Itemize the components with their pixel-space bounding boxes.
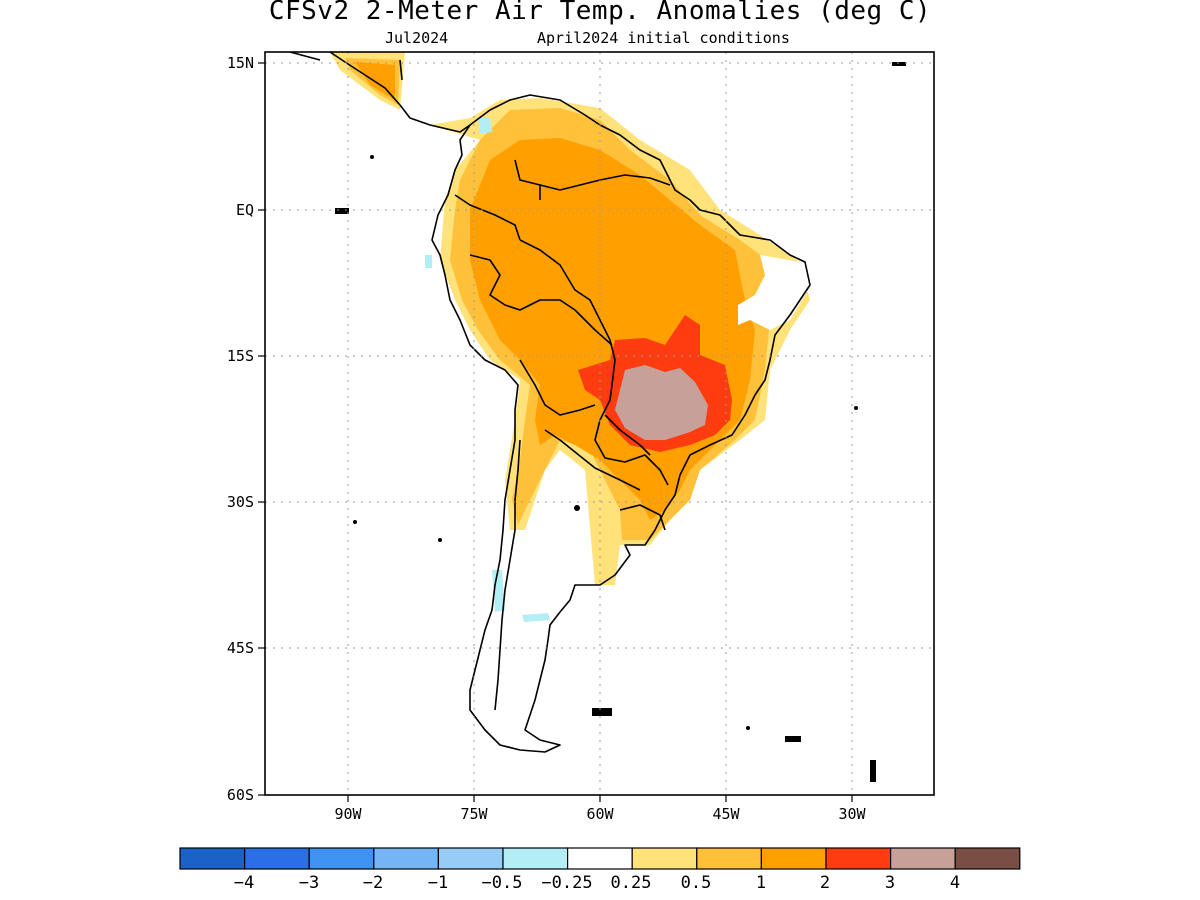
lat-tick-label: 60S [227,786,254,804]
coastlines [289,52,811,753]
colorbar-label: −1 [428,873,448,893]
colorbar-label: 3 [885,873,895,893]
colorbar-swatch [889,847,956,870]
colorbar-swatch [437,847,504,870]
lon-tick-label: 45W [712,805,740,823]
colorbar [179,847,1021,870]
colorbar-labels: −4 −3 −2 −1 −0.5 −0.25 0.25 0.5 1 2 3 4 [234,873,960,893]
colorbar-label: 0.5 [681,873,712,893]
anomaly-near-zero-ne [738,255,808,330]
lon-tick-label: 60W [586,805,614,823]
longitude-axis: 90W 75W 60W 45W 30W [334,795,867,823]
colorbar-label: −0.5 [482,873,523,893]
colorbar-swatch [760,847,827,870]
lat-tick-label: 45S [227,639,254,657]
bolivia-border [519,299,613,416]
lon-tick-label: 90W [334,805,362,823]
colorbar-label: 1 [756,873,766,893]
anomaly-neg-1 [478,118,492,134]
colorbar-swatch [566,847,633,870]
lat-tick-label: 30S [227,493,254,511]
colorbar-label: −0.25 [541,873,592,893]
brazil-border [519,174,671,486]
latitude-axis: 15N EQ 15S 30S 45S 60S [227,54,265,804]
islands [335,62,906,782]
lat-tick-label: EQ [236,201,254,219]
colorbar-swatch [696,847,762,870]
map-panel [264,51,935,796]
colorbar-swatch [502,847,569,870]
anomaly-neg-4 [425,255,432,268]
colorbar-label: 2 [820,873,830,893]
anomaly-neg-3 [522,613,550,622]
colorbar-label: −3 [299,873,319,893]
lon-tick-label: 30W [838,805,866,823]
colorbar-swatch [244,847,310,870]
colorbar-label: −4 [234,873,254,893]
central-america-coast [289,52,471,133]
colorbar-swatch [373,847,439,870]
anomaly-3-4 [615,365,708,440]
peru-colombia-border [454,159,541,311]
colorbar-label: 4 [950,873,960,893]
colorbar-label: −2 [363,873,383,893]
colorbar-label: 0.25 [611,873,652,893]
colorbar-swatch [308,847,375,870]
uruguay-border [619,504,666,531]
paraguay-argentina-border [544,414,651,491]
chile-argentina-border [494,439,521,711]
south-america-coast [431,94,811,753]
colorbar-swatch [954,847,1021,870]
lat-tick-label: 15N [227,54,254,72]
map-title: CFSv2 2-Meter Air Temp. Anomalies (deg C… [268,0,932,26]
forecast-month: Jul2024 [385,29,449,47]
initial-conditions: April2024 initial conditions [537,29,790,47]
colorbar-swatch [825,847,892,870]
colorbar-swatch [179,847,246,870]
lon-tick-label: 75W [460,805,488,823]
colorbar-swatch [631,847,698,870]
lat-tick-label: 15S [227,347,254,365]
